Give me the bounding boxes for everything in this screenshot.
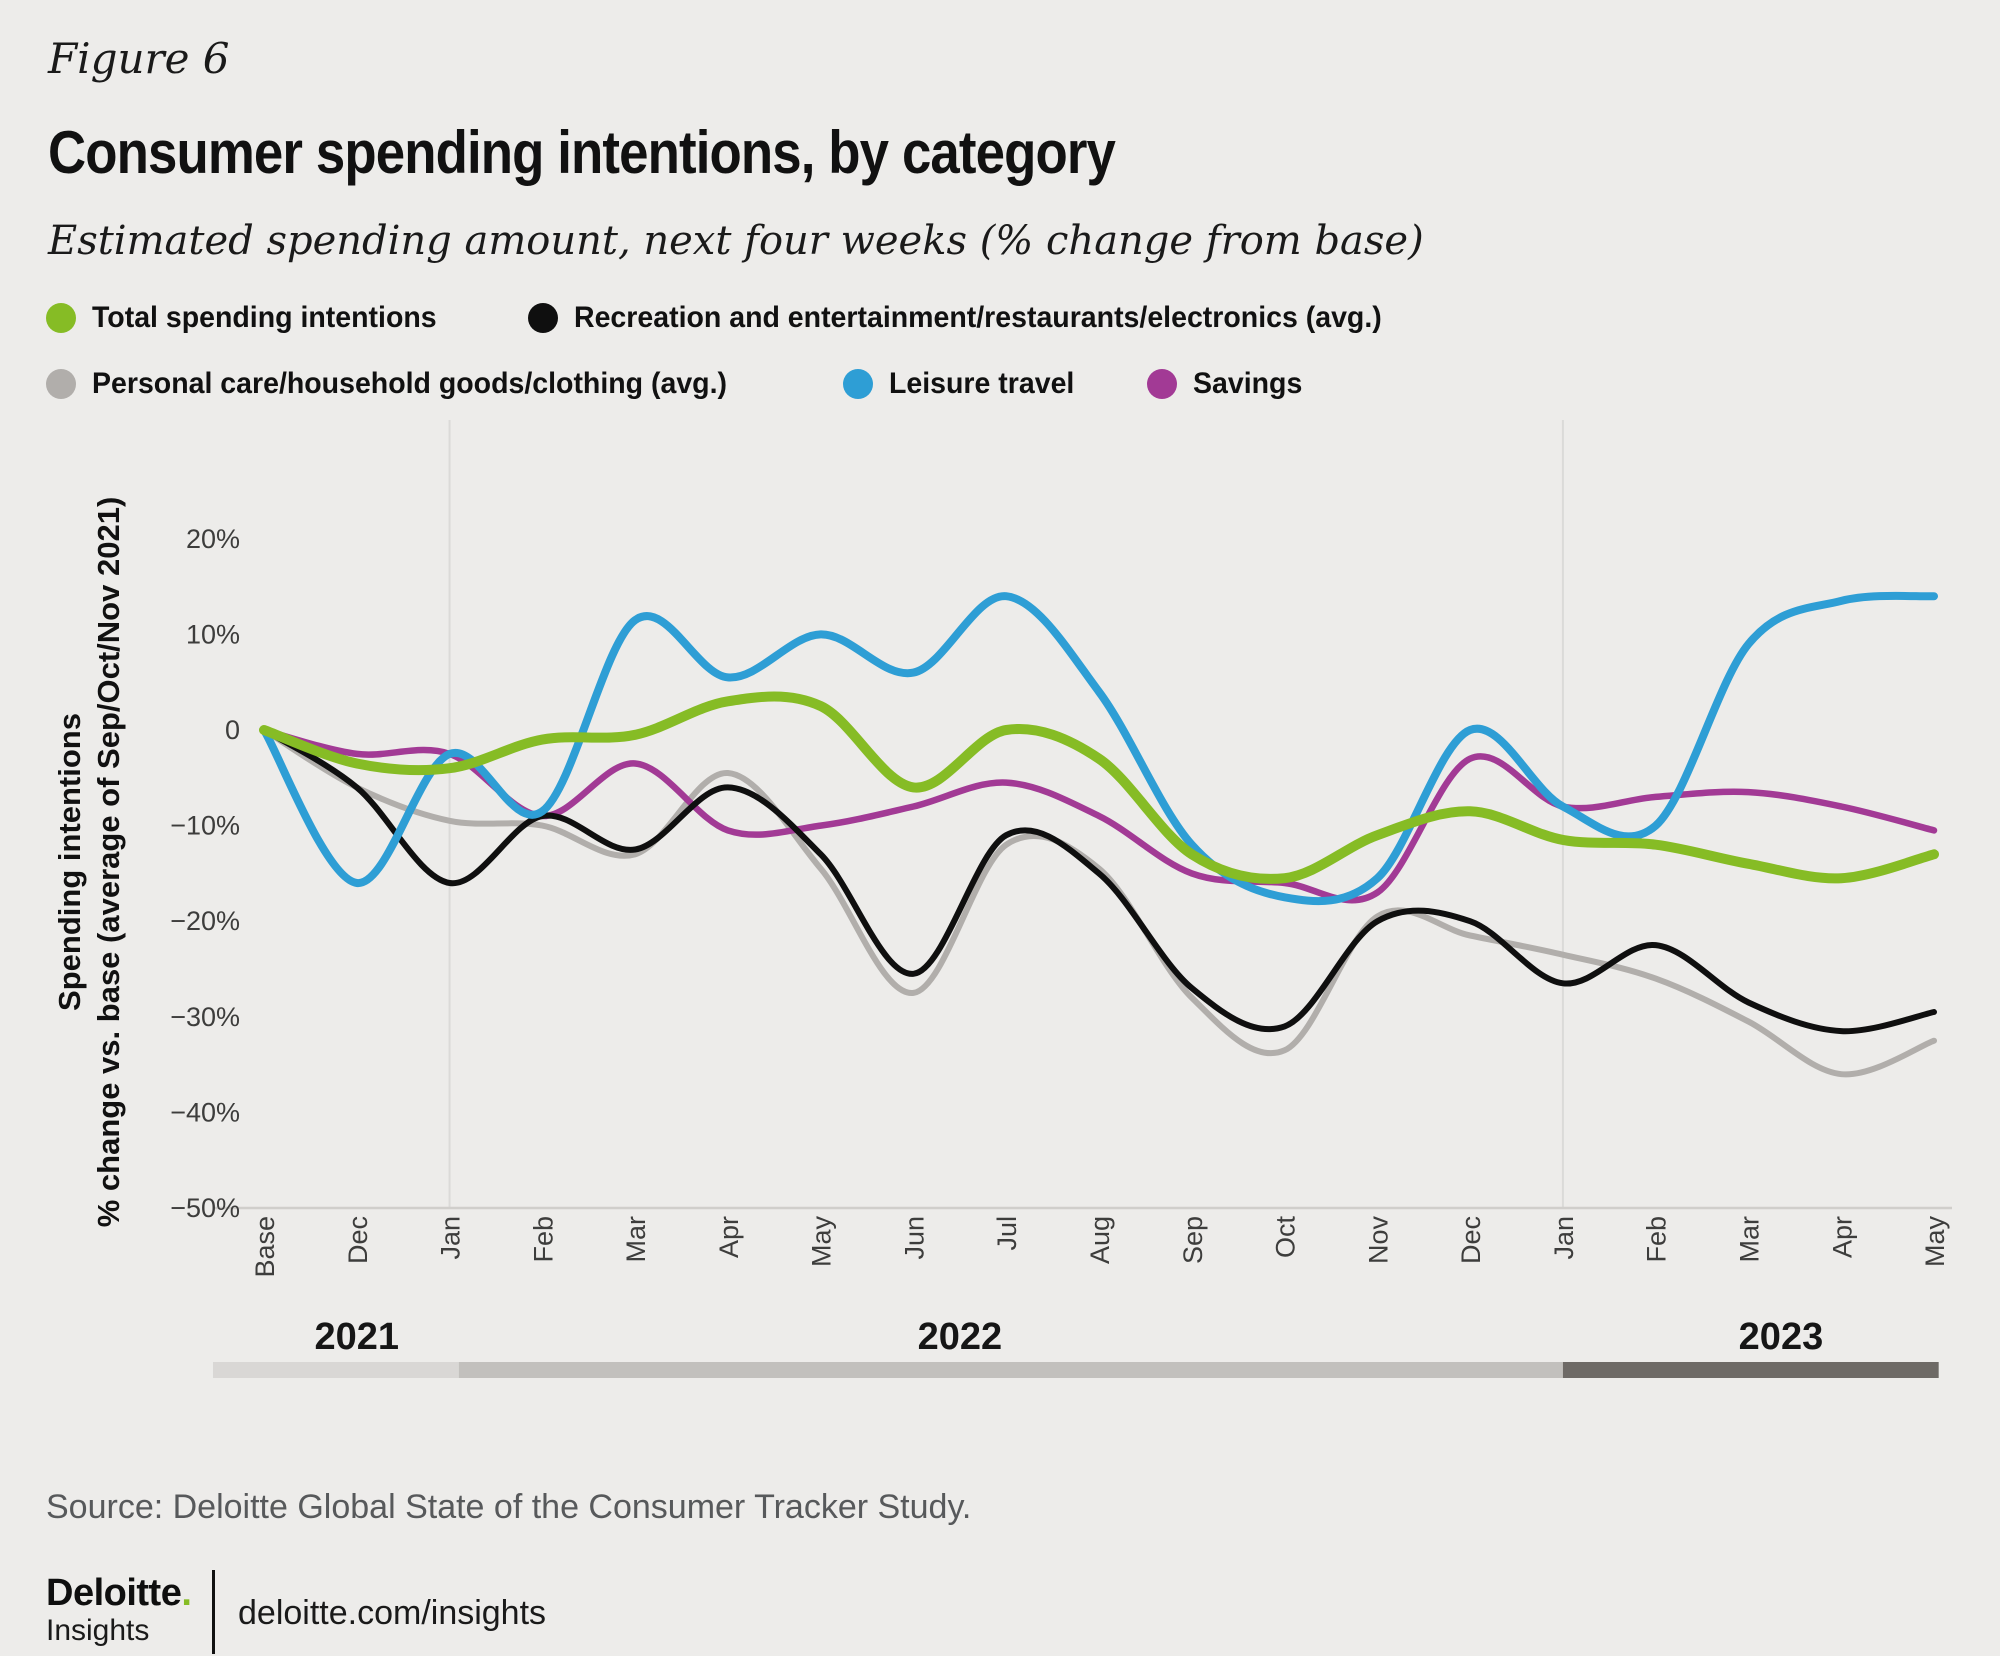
x-month-label: Sep — [1178, 1216, 1208, 1264]
legend-label-recreation: Recreation and entertainment/restaurants… — [574, 301, 1382, 334]
source-note: Source: Deloitte Global State of the Con… — [46, 1488, 972, 1526]
deloitte-insights-wordmark: Insights — [46, 1614, 150, 1647]
x-month-label: Jan — [1549, 1216, 1579, 1260]
x-month-label: Dec — [343, 1216, 373, 1264]
y-tick-label: −20% — [170, 906, 240, 936]
chart-subtitle: Estimated spending amount, next four wee… — [48, 218, 1424, 264]
x-month-label: Jul — [992, 1216, 1022, 1251]
year-timeline-bar-segment — [212, 1362, 459, 1378]
x-month-label: Mar — [1734, 1216, 1764, 1263]
x-month-label: Oct — [1271, 1216, 1301, 1259]
x-month-label: Aug — [1085, 1216, 1115, 1264]
y-axis-title: % change vs. base (average of Sep/Oct/No… — [91, 497, 126, 1228]
footer-divider — [212, 1570, 215, 1654]
deloitte-insights-url: deloitte.com/insights — [238, 1594, 547, 1632]
x-year-label: 2022 — [918, 1316, 1003, 1358]
y-tick-label: 10% — [186, 619, 240, 649]
deloitte-logo-green-dot-icon: . — [181, 1572, 192, 1614]
series-line-total-spending-intentions — [259, 691, 1939, 884]
legend-item-leisure-travel: Leisure travel — [843, 366, 1084, 402]
year-timeline-bar-segment — [1562, 1362, 1939, 1378]
legend-label-personal-care: Personal care/household goods/clothing (… — [92, 367, 728, 400]
legend-swatch-personal-care-icon — [46, 369, 76, 399]
x-month-label: Apr — [714, 1216, 744, 1258]
x-month-label: May — [1920, 1216, 1950, 1268]
legend-item-total: Total spending intentions — [46, 300, 455, 336]
y-tick-label: 0 — [225, 715, 240, 745]
x-month-label: Feb — [528, 1216, 558, 1263]
y-axis-title: Spending intentions — [52, 713, 87, 1011]
legend-item-recreation: Recreation and entertainment/restaurants… — [528, 300, 1424, 336]
x-month-label: Dec — [1456, 1216, 1486, 1264]
y-tick-label: −40% — [170, 1097, 240, 1127]
deloitte-logo: Deloitte. — [46, 1572, 192, 1614]
x-month-label: Nov — [1363, 1216, 1393, 1265]
legend-label-total: Total spending intentions — [92, 301, 437, 334]
legend-label-leisure-travel: Leisure travel — [889, 367, 1075, 400]
x-month-label: Mar — [621, 1216, 651, 1263]
x-year-label: 2021 — [315, 1316, 400, 1358]
x-month-label: Apr — [1827, 1216, 1857, 1258]
legend-swatch-leisure-travel-icon — [843, 369, 873, 399]
x-month-label: Jun — [899, 1216, 929, 1260]
x-month-label: Jan — [436, 1216, 466, 1260]
series-line-leisure-travel — [260, 591, 1938, 906]
y-tick-label: −50% — [170, 1193, 240, 1223]
y-tick-label: −30% — [170, 1002, 240, 1032]
y-tick-label: 20% — [186, 524, 240, 554]
y-tick-label: −10% — [170, 811, 240, 841]
x-month-label: Base — [250, 1216, 280, 1278]
legend-item-personal-care: Personal care/household goods/clothing (… — [46, 366, 760, 402]
chart-title: Consumer spending intentions, by categor… — [48, 119, 1116, 186]
legend-swatch-recreation-icon — [528, 303, 558, 333]
year-timeline-bar-segment — [458, 1362, 1563, 1378]
legend-swatch-savings-icon — [1147, 369, 1177, 399]
legend-label-savings: Savings — [1193, 367, 1303, 400]
figure-number-label: Figure 6 — [48, 34, 230, 83]
x-year-label: 2023 — [1739, 1316, 1824, 1358]
legend-item-savings: Savings — [1147, 366, 1308, 402]
x-month-label: May — [807, 1216, 837, 1268]
legend-swatch-total-icon — [46, 303, 76, 333]
series-line-personal-care-household-goods-clothing-avg — [261, 727, 1937, 1078]
x-month-label: Feb — [1642, 1216, 1672, 1263]
